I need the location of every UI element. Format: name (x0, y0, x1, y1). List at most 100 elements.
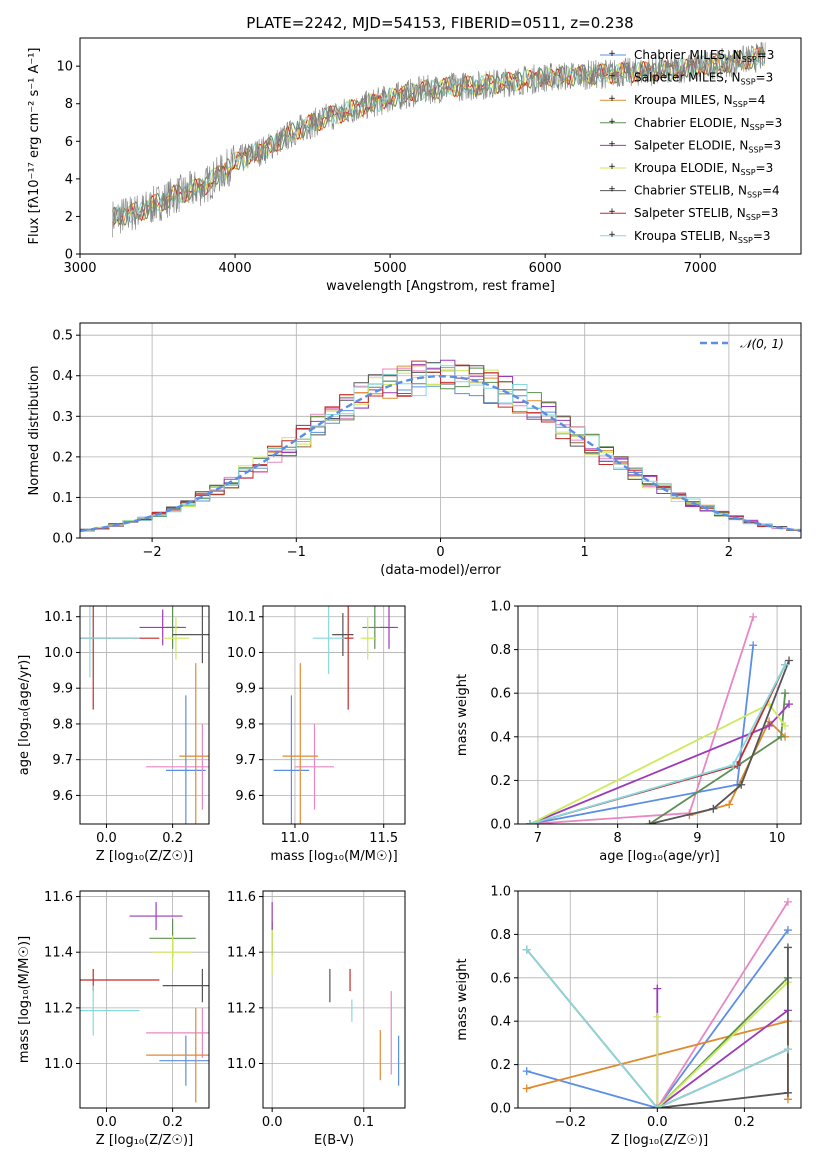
legend-text: Kroupa STELIB, N (634, 229, 738, 243)
x-tick-label: −0.2 (554, 1115, 586, 1130)
plot-area (80, 606, 209, 824)
y-tick-label: 9.9 (235, 682, 256, 697)
plot-area (271, 902, 400, 1086)
y-tick-label: 0 (65, 248, 73, 263)
y-axis-label: age [log₁₀(age/yr)] (17, 655, 32, 776)
y-tick-label: 2 (65, 210, 73, 225)
series-line (657, 947, 789, 1108)
series-marker (522, 945, 531, 954)
x-tick-label: 6000 (529, 261, 562, 276)
series-marker (729, 761, 738, 770)
legend-text: Salpeter MILES, N (634, 71, 741, 85)
legend-tail: =3 (765, 116, 783, 130)
x-tick-label: 0.2 (162, 1115, 183, 1130)
y-tick-label: 9.8 (52, 717, 73, 732)
series-line (529, 645, 755, 824)
series-marker (725, 800, 734, 809)
y-tick-label: 0.1 (52, 491, 73, 506)
x-tick-label: 11.0 (280, 831, 309, 846)
legend-sub: SSP (742, 55, 757, 64)
series-line (526, 949, 789, 1108)
y-tick-label: 8 (65, 97, 73, 112)
y-tick-label: 9.8 (235, 717, 256, 732)
y-tick-label: 10.1 (44, 610, 73, 625)
legend-sub: SSP (750, 123, 765, 132)
x-tick-label: 0.0 (647, 1115, 668, 1130)
y-tick-label: 11.0 (227, 1057, 256, 1072)
axes-frame (79, 605, 210, 825)
x-tick-label: 0.2 (734, 1115, 755, 1130)
series-line (656, 901, 789, 1108)
y-axis-label: mass [log₁₀(M/M☉)] (17, 936, 32, 1063)
y-tick-label: 0.6 (490, 971, 511, 986)
y-tick-label: 9.7 (235, 753, 256, 768)
y-tick-label: 0.4 (490, 730, 511, 745)
legend-tail: =3 (756, 71, 774, 85)
x-tick-label: 5000 (374, 261, 407, 276)
y-tick-label: 6 (65, 135, 73, 150)
y-tick-label: 10.0 (44, 646, 73, 661)
y-axis-label: Normed distribution (27, 366, 42, 496)
x-axis-label: age [log₁₀(age/yr)] (599, 849, 720, 864)
x-axis-label: E(B-V) (314, 1133, 354, 1148)
x-tick-label: 0.0 (96, 1115, 117, 1130)
legend-tail: =4 (762, 184, 780, 198)
data-line (112, 41, 766, 238)
legend-text: Salpeter STELIB, N (634, 206, 746, 220)
y-tick-label: 9.6 (52, 789, 73, 804)
y-tick-label: 11.6 (227, 890, 256, 905)
y-tick-label: 10 (56, 60, 73, 75)
axes-frame (79, 890, 210, 1109)
y-tick-label: 0.8 (490, 928, 511, 943)
x-tick-label: 0.0 (96, 831, 117, 846)
series-marker (785, 700, 794, 709)
series-marker (737, 780, 746, 789)
legend-tail: =3 (761, 206, 779, 220)
y-tick-label: 11.0 (44, 1057, 73, 1072)
series-marker (749, 641, 758, 650)
y-tick-label: 10.0 (227, 646, 256, 661)
legend-text: Chabrier MILES, N (634, 48, 742, 62)
legend-tail: =4 (748, 93, 766, 107)
y-tick-label: 4 (65, 172, 73, 187)
legend-sub: SSP (748, 145, 763, 154)
y-tick-label: 0.3 (52, 410, 73, 425)
plot-area (273, 606, 398, 824)
y-tick-label: 11.4 (44, 946, 73, 961)
x-tick-label: 10 (769, 831, 786, 846)
x-tick-label: 3000 (63, 261, 96, 276)
x-tick-label: 8 (614, 831, 622, 846)
plot-area (80, 359, 801, 533)
legend-marker: + (608, 72, 616, 82)
series-marker (653, 1104, 662, 1108)
axes-frame (262, 890, 406, 1109)
x-axis-label: Z [log₁₀(Z/Z☉)] (96, 1133, 193, 1148)
y-tick-label: 0.0 (490, 1102, 511, 1117)
figure-title: PLATE=2242, MJD=54153, FIBERID=0511, z=0… (246, 14, 633, 32)
axes-frame (79, 37, 802, 255)
series-marker (522, 1084, 531, 1093)
legend-sub: SSP (747, 191, 762, 200)
y-tick-label: 9.7 (52, 753, 73, 768)
x-tick-label: 0.0 (262, 1115, 283, 1130)
legend-marker: + (608, 117, 616, 127)
series-marker (783, 1045, 792, 1054)
panel-6: 0.0 0.2 11.0 11.2 11.4 11.6 Z [log₁₀(Z/Z☉)] mas… (17, 890, 210, 1148)
legend-label: Kroupa MILES, NSSP=4 (634, 93, 765, 109)
x-tick-label: 7 (534, 831, 542, 846)
y-axis-label: mass weight (455, 958, 470, 1040)
legend-label: Chabrier ELODIE, NSSP=3 (634, 116, 782, 132)
series-marker (781, 660, 790, 669)
legend-marker: + (608, 139, 616, 149)
series-marker (749, 612, 758, 621)
y-tick-label: 0.6 (490, 687, 511, 702)
x-tick-label: 4000 (219, 261, 252, 276)
legend-text: Kroupa ELODIE, N (634, 161, 741, 175)
y-axis-label: mass weight (455, 674, 470, 756)
y-tick-label: 11.2 (227, 1001, 256, 1016)
legend-marker: + (608, 94, 616, 104)
y-axis-label: Flux [fλ10⁻¹⁷ erg cm⁻² s⁻¹ A⁻¹] (27, 48, 42, 245)
legend-sub: SSP (738, 236, 753, 245)
y-tick-label: 1.0 (490, 885, 511, 900)
x-tick-label: 1 (581, 545, 589, 560)
